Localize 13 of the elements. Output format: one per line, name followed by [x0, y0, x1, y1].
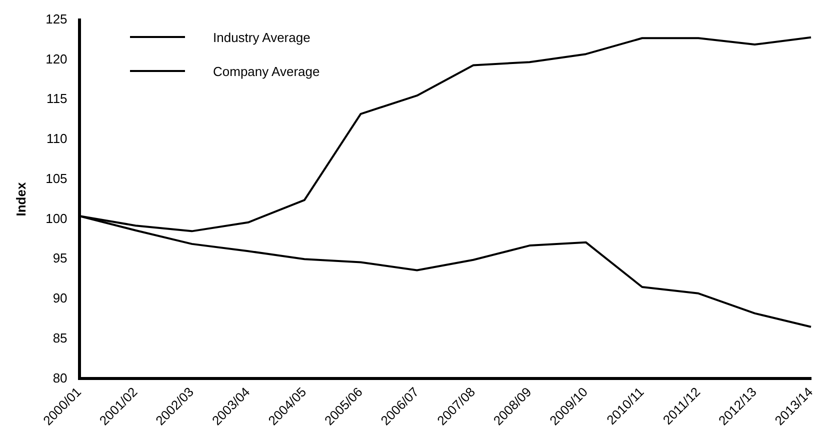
y-tick-label: 115 — [46, 91, 68, 106]
y-tick-label: 90 — [52, 290, 68, 306]
y-tick-label: 110 — [46, 131, 68, 146]
y-axis-title: Index — [13, 182, 28, 216]
legend-label: Company Average — [213, 64, 320, 78]
y-tick-label: 80 — [52, 370, 68, 386]
y-tick-label: 95 — [52, 250, 68, 266]
y-tick-label: 85 — [52, 330, 68, 346]
legend-label: Industry Average — [213, 30, 310, 44]
y-tick-label: 120 — [46, 51, 68, 66]
y-tick-label: 105 — [46, 170, 68, 186]
y-tick-label: 100 — [46, 210, 68, 226]
y-tick-label: 125 — [46, 11, 68, 26]
